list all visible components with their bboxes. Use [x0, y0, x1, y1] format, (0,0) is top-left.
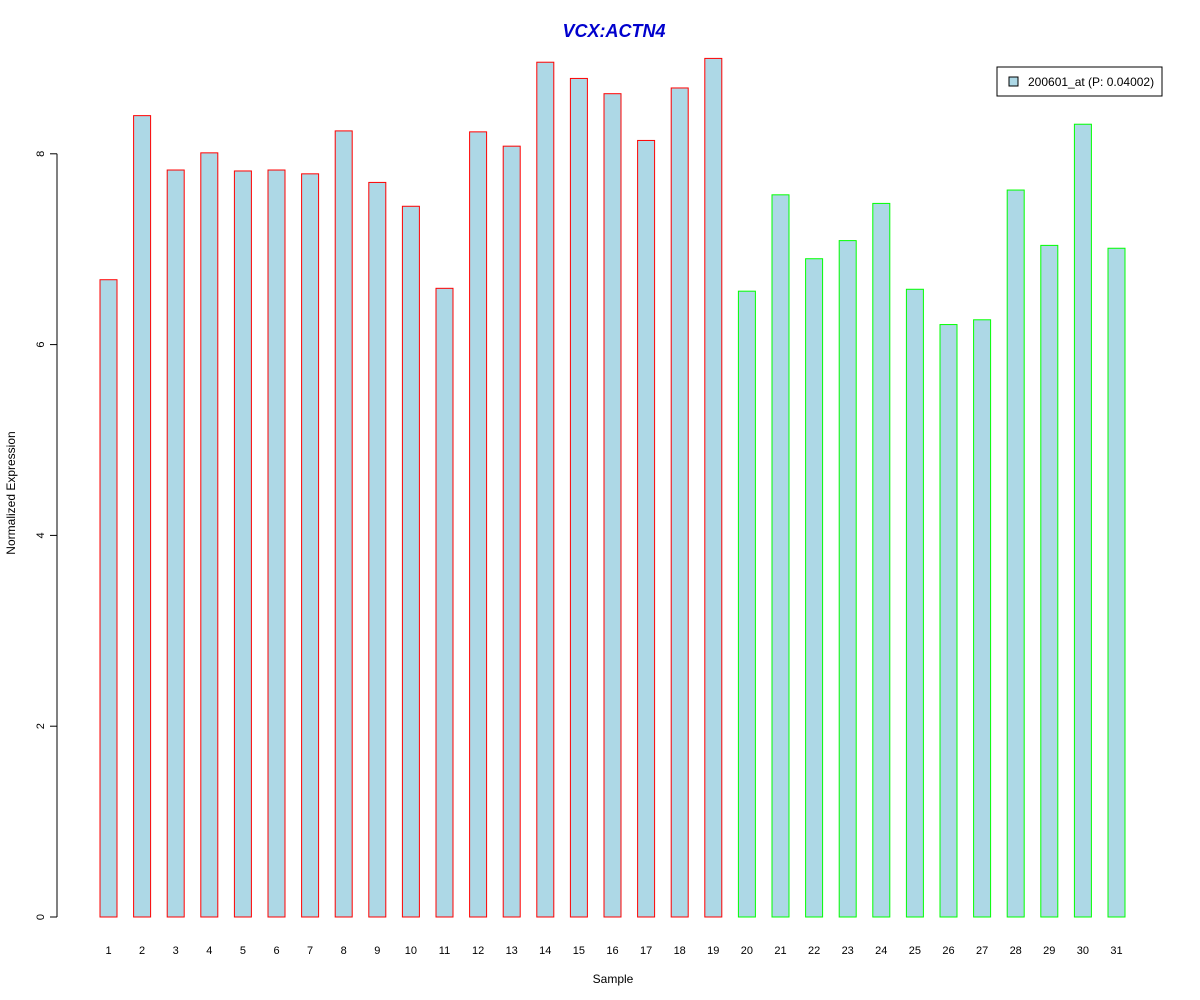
legend-label: 200601_at (P: 0.04002): [1028, 75, 1154, 89]
bars-group: [99, 57, 1126, 918]
bar-sample-1: [99, 279, 118, 918]
x-tick-label: 10: [405, 945, 417, 957]
x-tick-label: 15: [573, 945, 585, 957]
x-tick-label: 13: [506, 945, 518, 957]
bar-sample-28: [1006, 189, 1025, 918]
legend-swatch: [1008, 76, 1019, 87]
bar-sample-25: [905, 288, 924, 918]
x-tick-label: 5: [240, 945, 246, 957]
y-tick-label: 8: [35, 151, 47, 157]
x-tick-label: 3: [173, 945, 179, 957]
x-tick-label: 23: [842, 945, 854, 957]
x-tick-label: 25: [909, 945, 921, 957]
legend: 200601_at (P: 0.04002): [996, 66, 1163, 97]
x-tick-label: 12: [472, 945, 484, 957]
x-tick-label: 21: [774, 945, 786, 957]
bar-sample-23: [838, 240, 857, 918]
bar-sample-9: [368, 181, 387, 918]
bar-sample-5: [233, 170, 252, 918]
bar-sample-19: [704, 57, 723, 918]
y-tick-label: 4: [35, 532, 47, 538]
bar-sample-7: [301, 173, 320, 918]
y-tick-label: 6: [35, 342, 47, 348]
x-tick-label: 9: [374, 945, 380, 957]
x-tick-label: 27: [976, 945, 988, 957]
bar-sample-21: [771, 194, 790, 918]
x-tick-label: 11: [439, 945, 450, 957]
x-axis-label: Sample: [593, 972, 634, 986]
x-tick-label: 28: [1010, 945, 1022, 957]
y-axis-label: Normalized Expression: [4, 431, 18, 554]
x-tick-label: 29: [1043, 945, 1055, 957]
bar-sample-26: [939, 324, 958, 918]
chart-title: VCX:ACTN4: [562, 21, 665, 41]
x-tick-label: 7: [307, 945, 313, 957]
bar-sample-8: [334, 130, 353, 918]
y-tick-label: 0: [35, 914, 47, 920]
x-tick-label: 17: [640, 945, 652, 957]
bar-sample-2: [133, 115, 152, 918]
x-tick-labels: 1 2 3 4 5 6 7 8 9 10 11 12 13 14 15 16 17 18 19 20 21 22 23 24 2…: [105, 945, 1122, 957]
x-tick-label: 22: [808, 945, 820, 957]
bar-sample-18: [670, 87, 689, 918]
x-tick-label: 16: [606, 945, 618, 957]
x-tick-label: 26: [942, 945, 954, 957]
bar-sample-31: [1107, 247, 1126, 918]
x-tick-label: 14: [539, 945, 551, 957]
x-tick-label: 18: [674, 945, 686, 957]
x-tick-label: 20: [741, 945, 753, 957]
bar-sample-24: [872, 202, 891, 918]
bar-sample-27: [973, 319, 992, 918]
bar-sample-16: [603, 93, 622, 918]
bar-sample-22: [805, 258, 824, 918]
x-tick-label: 6: [273, 945, 279, 957]
x-tick-label: 2: [139, 945, 145, 957]
bar-sample-12: [469, 131, 488, 918]
x-tick-label: 4: [206, 945, 212, 957]
bar-sample-17: [637, 139, 656, 918]
y-axis: 0 2 4 6 8: [35, 151, 58, 920]
x-tick-label: 1: [105, 945, 111, 957]
bar-sample-10: [401, 205, 420, 918]
legend-box: [996, 66, 1163, 97]
bar-sample-11: [435, 287, 454, 918]
bar-sample-29: [1040, 244, 1059, 918]
y-tick-label: 2: [35, 723, 47, 729]
bar-sample-14: [536, 61, 555, 918]
bar-sample-6: [267, 169, 286, 918]
x-tick-label: 19: [707, 945, 719, 957]
bar-sample-4: [200, 152, 219, 918]
bar-sample-30: [1073, 123, 1092, 918]
bar-sample-15: [569, 77, 588, 918]
x-tick-label: 30: [1077, 945, 1089, 957]
bar-sample-3: [166, 169, 185, 918]
bar-sample-20: [737, 290, 756, 918]
x-tick-label: 31: [1110, 945, 1122, 957]
x-tick-label: 8: [341, 945, 347, 957]
x-tick-label: 24: [875, 945, 887, 957]
bar-sample-13: [502, 145, 521, 918]
